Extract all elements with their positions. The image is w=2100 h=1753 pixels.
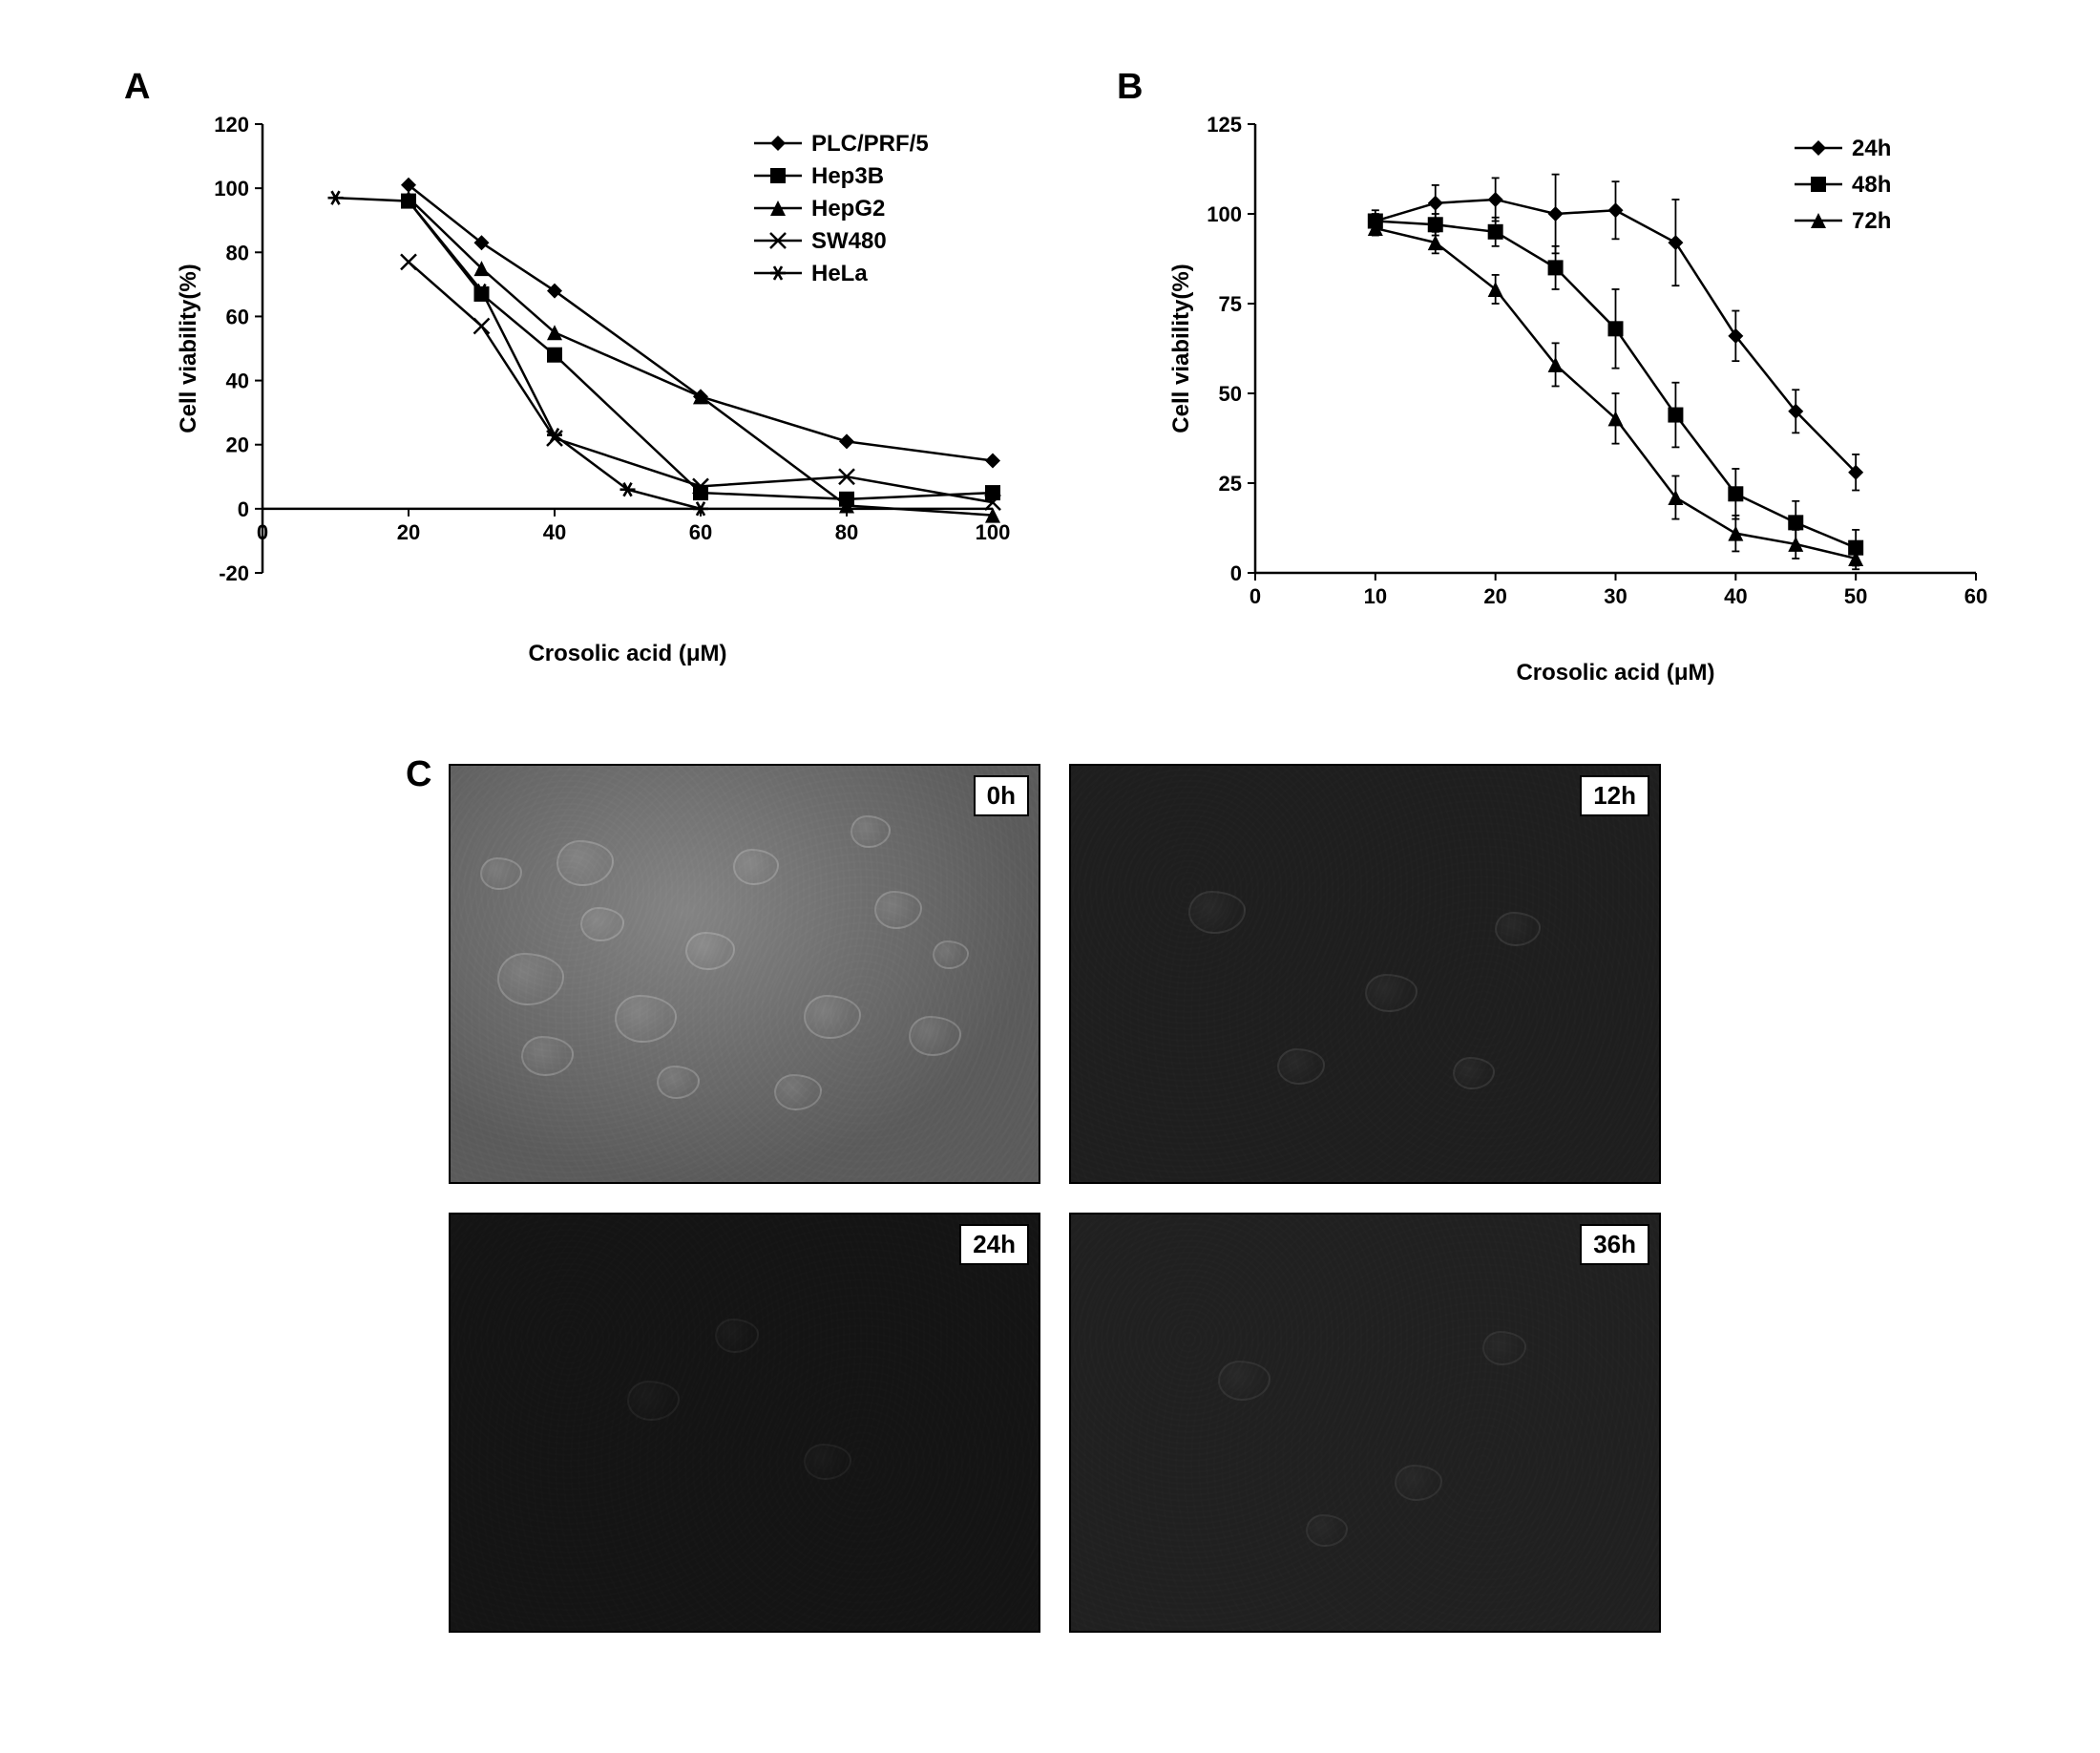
- svg-text:Cell viability(%): Cell viability(%): [1168, 264, 1194, 433]
- svg-text:30: 30: [1604, 584, 1627, 608]
- svg-text:20: 20: [397, 520, 420, 544]
- panel-c-label: C: [406, 754, 431, 795]
- svg-text:50: 50: [1219, 382, 1242, 406]
- micrograph-12h: 12h: [1069, 764, 1661, 1184]
- svg-text:SW480: SW480: [811, 228, 887, 254]
- svg-text:72h: 72h: [1852, 208, 1891, 234]
- svg-text:Crosolic acid (μM): Crosolic acid (μM): [528, 641, 726, 666]
- svg-text:50: 50: [1844, 584, 1867, 608]
- svg-text:20: 20: [226, 433, 249, 457]
- time-badge: 12h: [1580, 775, 1649, 816]
- svg-text:HeLa: HeLa: [811, 261, 868, 286]
- svg-text:40: 40: [226, 370, 249, 393]
- panel-a-label: A: [124, 67, 150, 108]
- time-badge: 24h: [959, 1224, 1029, 1265]
- svg-text:Cell viability(%): Cell viability(%): [176, 264, 201, 433]
- svg-text:0: 0: [238, 497, 249, 521]
- panel-b-chart: 0 10 20 30 40 50 60 0 25 50 75 100 125 Crosolic acid …: [1165, 115, 2005, 707]
- svg-text:Hep3B: Hep3B: [811, 163, 884, 189]
- svg-text:60: 60: [1964, 584, 1987, 608]
- svg-text:25: 25: [1219, 472, 1242, 496]
- svg-text:0: 0: [1230, 561, 1242, 585]
- svg-text:80: 80: [226, 241, 249, 264]
- svg-text:-20: -20: [219, 561, 249, 585]
- svg-text:HepG2: HepG2: [811, 196, 885, 222]
- svg-text:60: 60: [226, 305, 249, 328]
- svg-text:40: 40: [543, 520, 566, 544]
- figure-root: A B C 020406080100-20020406080100120Cros…: [0, 0, 2100, 1753]
- svg-text:120: 120: [214, 115, 249, 137]
- svg-text:0: 0: [1250, 584, 1261, 608]
- svg-text:0: 0: [257, 520, 268, 544]
- micrograph-36h: 36h: [1069, 1213, 1661, 1633]
- svg-text:125: 125: [1207, 115, 1242, 137]
- time-badge: 0h: [974, 775, 1029, 816]
- svg-text:100: 100: [976, 520, 1011, 544]
- svg-text:20: 20: [1483, 584, 1506, 608]
- svg-text:10: 10: [1364, 584, 1387, 608]
- svg-text:40: 40: [1724, 584, 1747, 608]
- svg-text:48h: 48h: [1852, 172, 1891, 198]
- svg-text:Crosolic acid (μM): Crosolic acid (μM): [1516, 660, 1714, 686]
- micrograph-24h: 24h: [449, 1213, 1040, 1633]
- panel-b-label: B: [1117, 67, 1143, 108]
- svg-text:100: 100: [1207, 202, 1242, 226]
- svg-text:75: 75: [1219, 292, 1242, 316]
- svg-text:PLC/PRF/5: PLC/PRF/5: [811, 131, 929, 157]
- svg-text:60: 60: [689, 520, 712, 544]
- panel-c-micrograph-grid: 0h 12h 24h 36h: [449, 764, 1661, 1633]
- micrograph-0h: 0h: [449, 764, 1040, 1184]
- svg-text:80: 80: [835, 520, 858, 544]
- panel-a-chart: 0 20 40 60 80 100 -20 0 20 40 60 80 100 120 Crosolic a…: [172, 115, 1012, 687]
- svg-text:100: 100: [214, 177, 249, 201]
- time-badge: 36h: [1580, 1224, 1649, 1265]
- svg-text:24h: 24h: [1852, 136, 1891, 161]
